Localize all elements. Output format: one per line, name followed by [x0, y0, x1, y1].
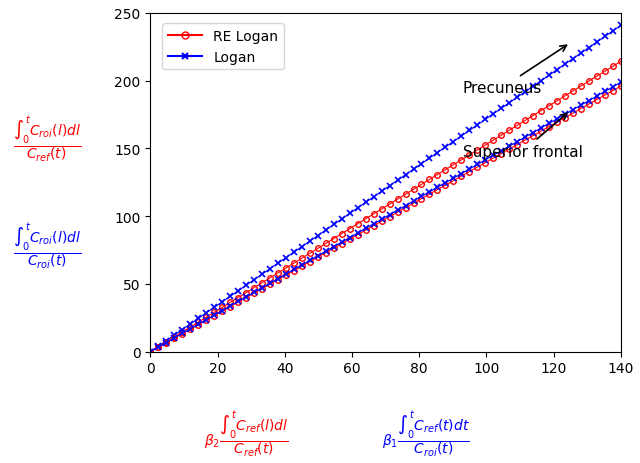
Text: Precuneus: Precuneus: [463, 46, 566, 96]
Text: Superior frontal: Superior frontal: [463, 114, 583, 159]
Text: $\beta_2\dfrac{\int_0^t C_{ref}(l)dl}{C_{ref}(t)}$: $\beta_2\dfrac{\int_0^t C_{ref}(l)dl}{C_…: [204, 409, 289, 458]
Text: $\beta_1\dfrac{\int_0^t C_{ref}(t)dt}{C_{roi}(t)}$: $\beta_1\dfrac{\int_0^t C_{ref}(t)dt}{C_…: [381, 409, 470, 458]
Text: $\dfrac{\int_0^t C_{roi}(l)dl}{C_{roi}(t)}$: $\dfrac{\int_0^t C_{roi}(l)dl}{C_{roi}(t…: [13, 220, 81, 270]
Legend: RE Logan, Logan: RE Logan, Logan: [162, 24, 284, 70]
Text: $\dfrac{\int_0^t C_{roi}(l)dl}{C_{ref}(t)}$: $\dfrac{\int_0^t C_{roi}(l)dl}{C_{ref}(t…: [13, 114, 81, 164]
